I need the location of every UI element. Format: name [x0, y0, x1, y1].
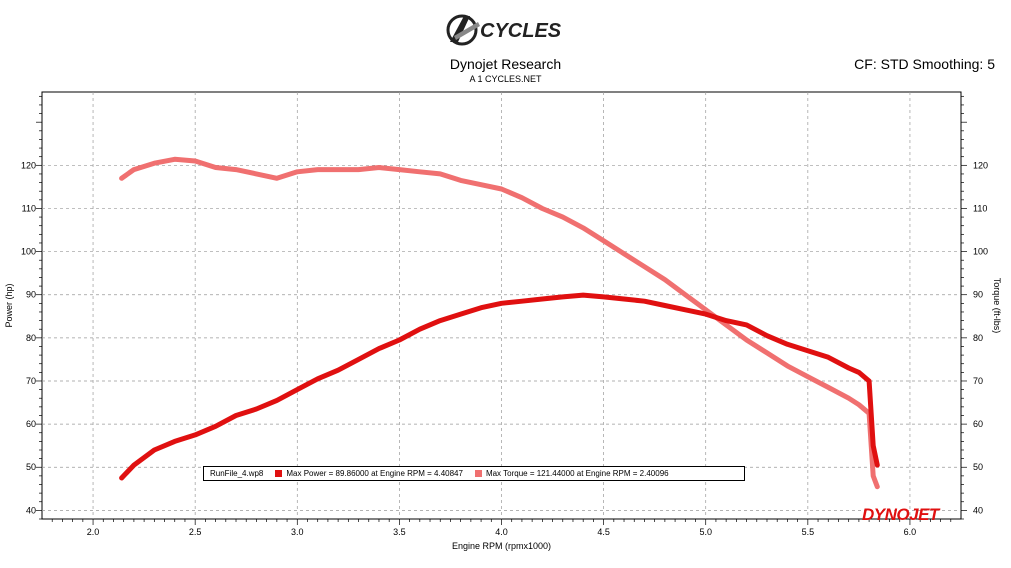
y-tick-label-left: 120: [21, 160, 36, 170]
y-tick-label-right: 120: [973, 160, 988, 170]
correction-factor-label: CF: STD Smoothing: 5: [854, 56, 995, 72]
y-tick-label-left: 60: [26, 419, 36, 429]
y-tick-label-left: 70: [26, 376, 36, 386]
y-tick-label-left: 110: [22, 203, 36, 213]
y-tick-label-left: 90: [26, 290, 36, 300]
dynojet-watermark: DYNOJET: [862, 505, 939, 525]
logo-emblem-icon: [446, 14, 480, 46]
legend-torque-label: Max Torque = 121.44000 at Engine RPM = 2…: [485, 469, 669, 478]
torque-series-line: [119, 156, 880, 490]
y-tick-label-right: 60: [973, 419, 983, 429]
y-tick-label-right: 70: [973, 376, 983, 386]
y-axis-label-right: Torque (ft-lbs): [992, 278, 1002, 334]
logo-text: CYCLES: [480, 20, 562, 42]
x-tick-label: 4.0: [495, 527, 508, 537]
y-tick-label-right: 80: [973, 333, 983, 343]
y-tick-label-right: 50: [973, 462, 983, 472]
y-tick-label-right: 110: [973, 203, 987, 213]
x-tick-label: 6.0: [904, 527, 917, 537]
x-tick-label: 5.0: [699, 527, 712, 537]
y-tick-label-left: 50: [26, 462, 36, 472]
x-tick-label: 5.5: [802, 527, 815, 537]
series-lines: [119, 156, 880, 490]
legend-torque-swatch: [474, 470, 482, 477]
legend-run-file: RunFile_4.wp8: [210, 469, 264, 478]
axis-ticks: 2.0 2.5 3.0 3.5 4.0 4.5 5.0 5.5 6.0 40 40 50 50 60 60 7…: [21, 95, 988, 537]
legend-power-label: Max Power = 89.86000 at Engine RPM = 4.4…: [286, 469, 463, 478]
y-tick-label-left: 40: [26, 505, 36, 515]
x-tick-label: 4.5: [597, 527, 610, 537]
power-series-line: [119, 292, 880, 481]
chart-subtitle: A 1 CYCLES.NET: [469, 74, 542, 84]
x-tick-label: 3.5: [393, 527, 406, 537]
y-tick-label-right: 40: [973, 505, 983, 515]
legend-power-swatch: [275, 470, 283, 477]
x-tick-label: 3.0: [291, 527, 304, 537]
x-tick-label: 2.5: [189, 527, 202, 537]
cycles-logo: CYCLES: [446, 14, 562, 46]
y-tick-label-right: 100: [973, 247, 988, 257]
chart-title: Dynojet Research: [449, 56, 562, 72]
dynojet-watermark-text: DYNOJET: [862, 505, 939, 524]
grid-lines: [42, 92, 961, 519]
y-axis-label-left: Power (hp): [4, 283, 14, 327]
y-tick-label-left: 100: [21, 247, 36, 257]
legend: RunFile_4.wp8 Max Power = 89.86000 at En…: [203, 466, 745, 481]
x-tick-label: 2.0: [87, 527, 100, 537]
y-tick-label-right: 90: [973, 290, 983, 300]
x-axis-label: Engine RPM (rpmx1000): [452, 541, 551, 551]
y-tick-label-left: 80: [26, 333, 36, 343]
